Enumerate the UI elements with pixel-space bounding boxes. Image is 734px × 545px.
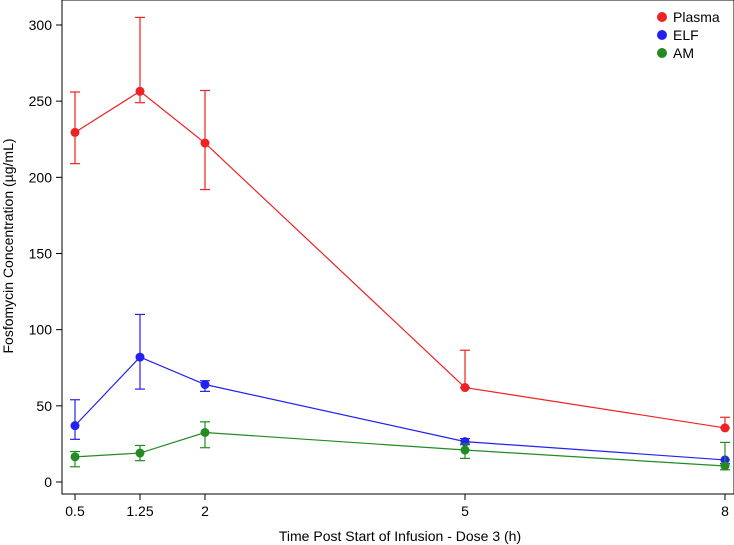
series-elf — [70, 313, 730, 465]
data-point-am — [70, 452, 80, 462]
legend-label-plasma: Plasma — [673, 9, 720, 25]
x-tick-label: 5 — [461, 503, 469, 519]
series-plasma — [70, 16, 730, 433]
data-point-plasma — [70, 127, 80, 137]
y-tick-label: 150 — [29, 246, 53, 262]
data-point-am — [135, 448, 145, 458]
legend-item-plasma: Plasma — [657, 9, 720, 25]
y-tick-label: 100 — [29, 322, 53, 338]
error-bar-plasma — [460, 349, 470, 389]
x-axis-label: Time Post Start of Infusion - Dose 3 (h) — [279, 528, 521, 544]
x-tick-label: 8 — [721, 503, 729, 519]
plot-area-frame — [61, 0, 734, 495]
data-point-plasma — [460, 383, 470, 393]
data-point-plasma — [200, 138, 210, 148]
legend-label-am: AM — [673, 45, 694, 61]
data-point-am — [720, 461, 730, 471]
x-axis: 0.5 1.25 2 5 8 — [65, 494, 729, 519]
y-tick-label: 50 — [36, 398, 52, 414]
data-point-am — [200, 427, 210, 437]
y-tick-label: 250 — [29, 93, 53, 109]
y-tick-label: 300 — [29, 17, 53, 33]
y-tick-label: 0 — [44, 474, 52, 490]
data-point-elf — [135, 352, 145, 362]
series-line-am — [74, 431, 726, 467]
data-point-elf — [200, 380, 210, 390]
legend-item-am: AM — [657, 45, 694, 61]
series-am — [70, 421, 730, 471]
y-axis-label: Fosfomycin Concentration (µg/mL) — [0, 138, 16, 353]
legend-marker-plasma — [657, 12, 667, 22]
series-line-plasma — [74, 90, 726, 429]
legend-marker-elf — [657, 30, 667, 40]
x-tick-label: 2 — [201, 503, 209, 519]
data-point-elf — [70, 421, 80, 431]
error-bar-elf — [135, 313, 145, 390]
series-layer — [70, 16, 730, 471]
legend-label-elf: ELF — [673, 27, 699, 43]
error-bar-elf — [70, 399, 80, 440]
x-tick-label: 0.5 — [65, 503, 85, 519]
y-axis: 0 50 100 150 200 250 300 — [29, 17, 62, 490]
x-tick-label: 1.25 — [126, 503, 153, 519]
data-point-plasma — [720, 423, 730, 433]
series-line-elf — [74, 356, 726, 461]
error-bar-plasma — [70, 91, 80, 165]
data-point-am — [460, 445, 470, 455]
legend-item-elf: ELF — [657, 27, 699, 43]
legend: Plasma ELF AM — [657, 9, 720, 61]
data-point-plasma — [135, 86, 145, 96]
y-tick-label: 200 — [29, 169, 53, 185]
legend-marker-am — [657, 48, 667, 58]
